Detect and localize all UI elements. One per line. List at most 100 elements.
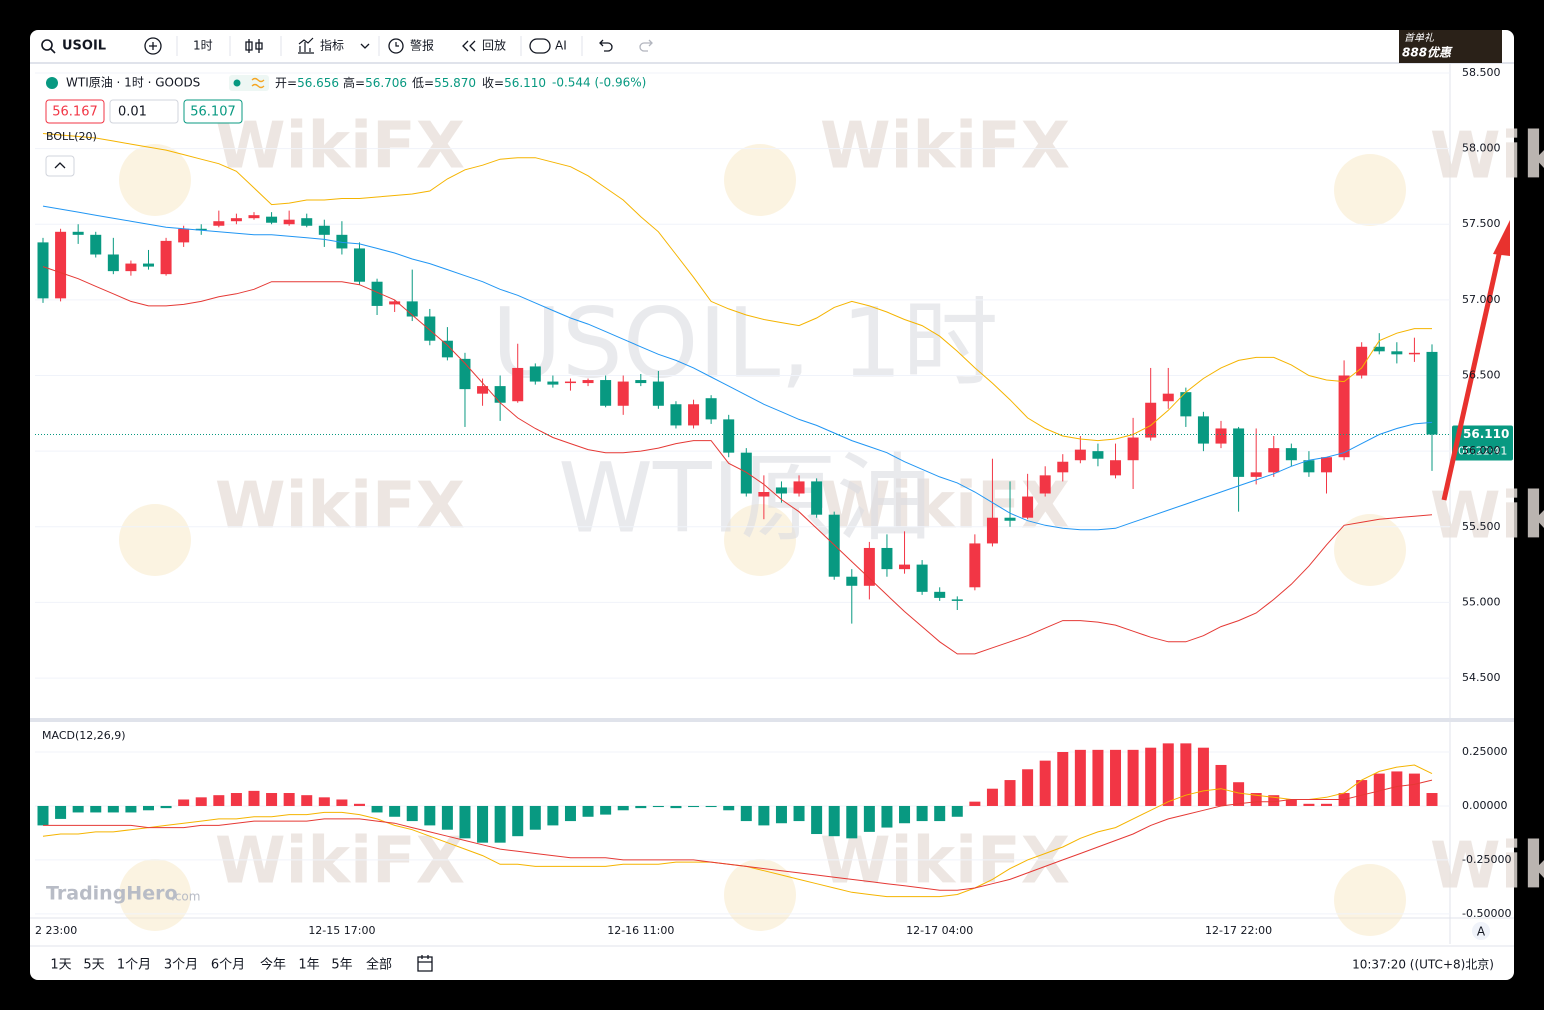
indicators-icon[interactable] — [298, 37, 314, 54]
macd-histogram-bar — [1162, 743, 1174, 806]
range-button[interactable]: 5天 — [83, 958, 104, 973]
symbol[interactable]: USOIL — [62, 39, 106, 54]
ai-icon[interactable] — [529, 38, 551, 54]
add-symbol[interactable] — [144, 37, 162, 55]
y-tick-label: 57.000 — [1462, 293, 1501, 306]
range-button[interactable]: 1天 — [50, 958, 71, 973]
macd-histogram-bar — [1074, 749, 1086, 806]
redo-button[interactable] — [639, 39, 653, 52]
candle-body — [775, 487, 787, 494]
candle-body — [688, 404, 700, 426]
alert-icon[interactable] — [388, 38, 404, 54]
interval[interactable]: 1时 — [193, 39, 213, 53]
candle-body — [969, 543, 981, 588]
candle-body — [1092, 451, 1104, 459]
candle-body — [705, 398, 717, 420]
macd-histogram-bar — [705, 805, 717, 808]
macd-histogram-bar — [1426, 793, 1438, 806]
candle-body — [723, 419, 735, 453]
candle-body — [600, 380, 612, 406]
candle-body — [37, 242, 49, 299]
range-button[interactable]: 1个月 — [117, 958, 151, 973]
candle-body — [529, 366, 541, 382]
watermark-logo — [724, 859, 796, 931]
watermark-logo — [119, 504, 191, 576]
candle-body — [1303, 460, 1315, 473]
range-button[interactable]: 3个月 — [164, 958, 198, 973]
collapse-button[interactable] — [45, 155, 75, 177]
candle-body — [160, 240, 172, 275]
macd-histogram-bar — [371, 805, 383, 813]
macd-histogram-bar — [1145, 747, 1157, 806]
indicators-button[interactable]: 指标 — [320, 38, 344, 53]
macd-histogram-bar — [828, 805, 840, 837]
macd-histogram-bar — [1303, 803, 1315, 806]
range-button[interactable]: 全部 — [366, 957, 392, 973]
macd-histogram-bar — [934, 805, 946, 822]
macd-histogram-bar — [1110, 749, 1122, 806]
date-range-icon[interactable] — [417, 955, 433, 972]
candle-body — [336, 234, 348, 249]
quantity-input[interactable] — [109, 99, 179, 124]
candle-body — [1197, 416, 1209, 444]
macd-histogram-bar — [1285, 799, 1297, 806]
candle-body — [1022, 496, 1034, 518]
y-tick-label: 56.000 — [1462, 444, 1501, 457]
candle-body — [916, 564, 928, 592]
legend-field: 高=56.706 — [343, 75, 407, 90]
ai-button[interactable]: AI — [555, 39, 567, 53]
replay-button[interactable]: 回放 — [482, 38, 506, 53]
alert-icon — [395, 42, 399, 47]
annotation-arrowhead — [1493, 220, 1510, 256]
candle-body — [494, 386, 506, 403]
buy-button[interactable] — [183, 99, 243, 124]
plot-layer: 56.110 00:22:41 — [35, 133, 1513, 898]
ad-banner[interactable] — [1399, 30, 1502, 63]
macd-histogram-bar — [1391, 771, 1403, 806]
range-button[interactable]: 6个月 — [211, 958, 245, 973]
boll-line — [42, 266, 1433, 655]
range-button[interactable]: 1年 — [298, 958, 319, 973]
macd-histogram-bar — [951, 805, 963, 817]
candle-body — [1338, 375, 1350, 458]
candle-body — [1408, 352, 1420, 355]
macd-histogram-bar — [863, 805, 875, 832]
macd-histogram-bar — [758, 805, 770, 826]
macd-histogram-bar — [353, 803, 365, 806]
last-price-tag — [1452, 425, 1513, 461]
legend-field: 收=56.110 — [482, 76, 546, 90]
alert-button[interactable]: 警报 — [410, 38, 434, 53]
candle-body — [1391, 351, 1403, 355]
undo-button[interactable] — [599, 39, 613, 52]
candle-body — [230, 218, 242, 222]
macd-histogram-bar — [389, 805, 401, 817]
range-button[interactable]: 5年 — [331, 958, 352, 973]
sell-button[interactable] — [45, 99, 105, 124]
macd-histogram-bar — [318, 797, 330, 806]
macd-histogram-bar — [248, 790, 260, 806]
candle-body — [512, 367, 524, 402]
y-tick-label: 58.000 — [1462, 142, 1501, 155]
candle-body — [1004, 517, 1016, 521]
candle-body — [811, 481, 823, 515]
macd-histogram-bar — [688, 805, 700, 808]
chart-type-icon[interactable] — [245, 39, 263, 53]
macd-histogram-bar — [635, 805, 647, 809]
candle-body — [846, 576, 858, 586]
watermark: WikiFX — [1430, 830, 1544, 904]
auto-scale-button[interactable] — [1472, 922, 1490, 940]
candle-body — [564, 381, 576, 384]
candle-body — [986, 517, 998, 544]
candle-body — [1162, 393, 1174, 402]
dropdown-icon — [360, 43, 370, 49]
candle-body — [1250, 472, 1262, 477]
macd-histogram-bar — [652, 805, 664, 808]
auto-scale-label: A — [1477, 925, 1486, 939]
search-icon[interactable] — [41, 39, 53, 51]
range-button[interactable]: 今年 — [260, 957, 286, 973]
watermark: WikiFX — [820, 110, 1070, 184]
sell-price: 56.167 — [52, 105, 98, 120]
replay-icon[interactable] — [462, 40, 476, 52]
symbol-watermark: USOIL, 1时 — [492, 287, 999, 399]
